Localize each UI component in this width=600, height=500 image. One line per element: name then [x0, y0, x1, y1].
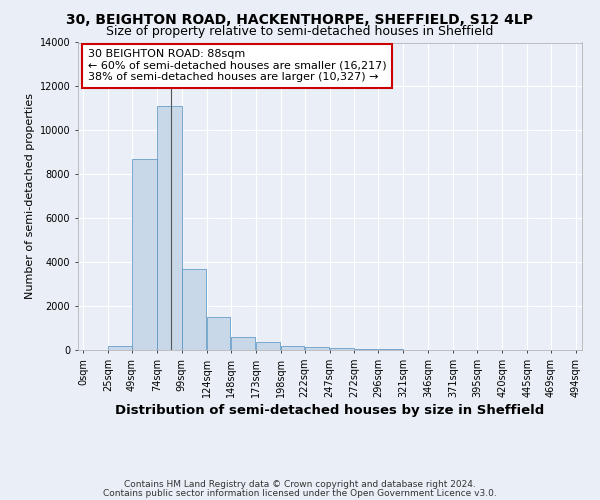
- Bar: [108, 346, 131, 350]
- Y-axis label: Number of semi-detached properties: Number of semi-detached properties: [25, 93, 35, 299]
- Text: Contains public sector information licensed under the Open Government Licence v3: Contains public sector information licen…: [103, 488, 497, 498]
- Bar: [256, 342, 280, 350]
- Bar: [305, 347, 329, 350]
- Text: Size of property relative to semi-detached houses in Sheffield: Size of property relative to semi-detach…: [106, 25, 494, 38]
- Text: 30 BEIGHTON ROAD: 88sqm
← 60% of semi-detached houses are smaller (16,217)
38% o: 30 BEIGHTON ROAD: 88sqm ← 60% of semi-de…: [88, 49, 386, 82]
- Bar: [207, 317, 230, 350]
- Bar: [281, 346, 304, 350]
- Text: 30, BEIGHTON ROAD, HACKENTHORPE, SHEFFIELD, S12 4LP: 30, BEIGHTON ROAD, HACKENTHORPE, SHEFFIE…: [67, 12, 533, 26]
- Bar: [231, 337, 256, 350]
- Text: Contains HM Land Registry data © Crown copyright and database right 2024.: Contains HM Land Registry data © Crown c…: [124, 480, 476, 489]
- Bar: [355, 349, 378, 350]
- Bar: [182, 268, 206, 350]
- Bar: [330, 348, 354, 350]
- Bar: [132, 159, 157, 350]
- X-axis label: Distribution of semi-detached houses by size in Sheffield: Distribution of semi-detached houses by …: [115, 404, 545, 417]
- Bar: [157, 106, 182, 350]
